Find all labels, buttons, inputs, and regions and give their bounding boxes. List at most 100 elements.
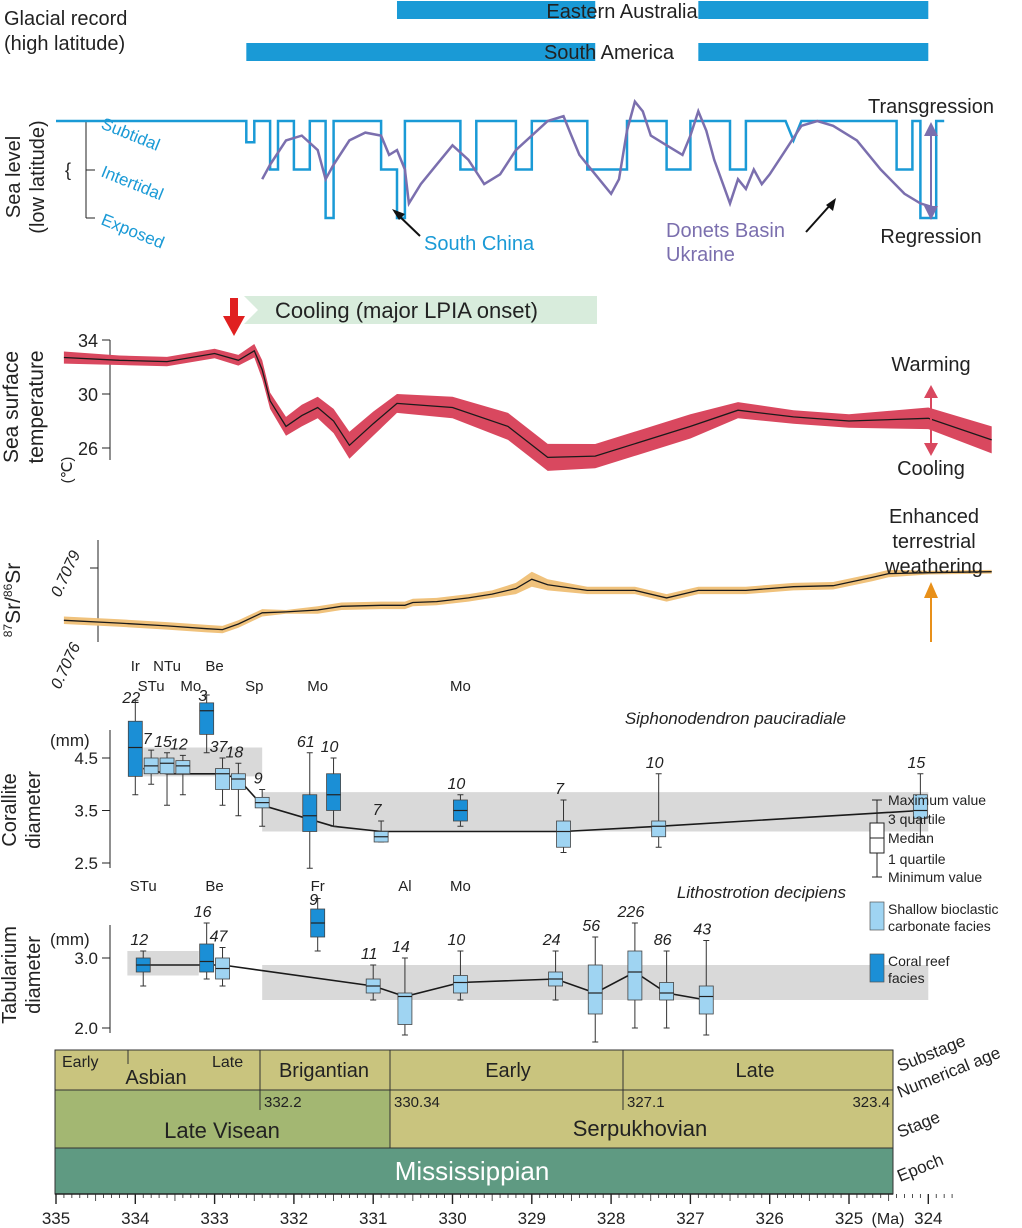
cooling-banner-bg bbox=[244, 296, 597, 324]
cor-box-body-2 bbox=[159, 757, 175, 775]
cor-box-n-7: 9 bbox=[254, 771, 263, 788]
legend-q3: 3 quartile bbox=[888, 811, 946, 827]
tab-box-body-6 bbox=[453, 975, 468, 994]
cor-site-upper-2: Be bbox=[205, 658, 223, 675]
cooling-arrowhead bbox=[924, 443, 938, 456]
cor-box-7: 9 bbox=[254, 771, 270, 827]
cor-box-3: 12 bbox=[170, 736, 191, 796]
tabularium-species: Lithostrotion decipiens bbox=[677, 883, 847, 902]
tab-box-body-5 bbox=[397, 992, 413, 1025]
cor-box-body-8 bbox=[302, 794, 318, 832]
tab-box-11: 43 bbox=[693, 922, 714, 1036]
substage-row bbox=[54, 1049, 894, 1091]
sr-sup1: 87 bbox=[1, 624, 15, 638]
tab-box-n-5: 14 bbox=[392, 939, 410, 956]
weathering-label-line3: weathering bbox=[884, 556, 983, 578]
sst-panel: Cooling (major LPIA onset) Sea surface t… bbox=[0, 296, 992, 483]
sea-level-ylabel-line1: Sea level bbox=[3, 136, 25, 218]
cor-box-n-14: 15 bbox=[907, 755, 925, 772]
glacial-bar-eastern-australia-0 bbox=[396, 1, 596, 19]
cor-box-body-5 bbox=[215, 768, 230, 790]
tab-box-3: 9 bbox=[309, 892, 326, 952]
stage-serpukhovian: Serpukhovian bbox=[573, 1116, 708, 1141]
glacial-bar-south-america-1 bbox=[698, 43, 929, 61]
cor-tick-label-1: 3.5 bbox=[74, 802, 98, 821]
tabularium-ylabel-line1: Tabularium bbox=[0, 926, 21, 1024]
cor-box-n-3: 12 bbox=[170, 736, 188, 753]
tab-box-body-10 bbox=[659, 982, 675, 1001]
cor-box-10: 7 bbox=[373, 802, 389, 843]
legend-shallow-swatch bbox=[869, 901, 885, 931]
cor-box-n-13: 10 bbox=[646, 755, 664, 772]
cor-box-11: 10 bbox=[448, 776, 468, 827]
tab-box-n-1: 16 bbox=[194, 904, 212, 921]
cor-tick-label-0: 2.5 bbox=[74, 854, 98, 873]
strontium-axis: 0.7076 0.7079 bbox=[48, 540, 99, 692]
cor-site-upper-1: NTu bbox=[153, 658, 181, 675]
cor-box-body-3 bbox=[175, 760, 191, 775]
sst-tick-label-30: 30 bbox=[78, 385, 98, 405]
epoch-row bbox=[54, 1147, 894, 1195]
tabularium-axis: 2.0 3.0 bbox=[74, 925, 111, 1038]
sst-axis: 26 30 34 bbox=[78, 331, 111, 460]
tab-box-n-4: 11 bbox=[361, 946, 378, 963]
glacial-panel: Glacial record (high latitude) Eastern A… bbox=[4, 1, 929, 64]
strontium-curve bbox=[63, 571, 992, 631]
transgression-label: Transgression bbox=[868, 96, 994, 118]
strontium-ylabel: 87Sr/86Sr bbox=[1, 563, 25, 638]
cor-box-body-0 bbox=[127, 720, 143, 777]
cor-box-n-2: 15 bbox=[154, 734, 172, 751]
sst-ylabel-line1: Sea surface bbox=[0, 351, 23, 463]
sr-sup2: 86 bbox=[1, 583, 15, 597]
cor-box-9: 10 bbox=[321, 739, 341, 827]
tabularium-sites: STu Be Fr Al Mo bbox=[130, 878, 471, 895]
corallite-unit: (mm) bbox=[50, 731, 90, 750]
weathering-label-line2: terrestrial bbox=[892, 531, 975, 553]
cor-tick-label-2: 4.5 bbox=[74, 749, 98, 768]
tab-tick-label-0: 2.0 bbox=[74, 1019, 98, 1038]
timescale: Early Asbian Late Brigantian Early Late … bbox=[42, 1031, 1003, 1228]
tab-box-7: 24 bbox=[542, 932, 563, 1001]
tab-box-body-11 bbox=[698, 985, 714, 1015]
south-china-sea-level-curve bbox=[56, 119, 945, 220]
legend-min: Minimum value bbox=[888, 869, 982, 885]
tab-box-2: 47 bbox=[210, 929, 230, 987]
late-visean-cell bbox=[54, 1089, 391, 1149]
sr-tick-label-0: 0.7076 bbox=[48, 640, 84, 692]
cooling-label: Cooling bbox=[897, 458, 965, 480]
numerical-332-2: 332.2 bbox=[264, 1094, 302, 1111]
substage-serp-late: Late bbox=[736, 1060, 775, 1082]
sea-level-ylabel-brace: { bbox=[65, 160, 71, 180]
cor-box-4: 3 bbox=[198, 688, 215, 754]
x-tick-label-324: 324 bbox=[914, 1209, 942, 1228]
corallite-bands bbox=[143, 747, 929, 832]
sr-end: Sr bbox=[2, 563, 25, 584]
right-label-stage: Stage bbox=[894, 1107, 942, 1141]
tab-box-n-3: 9 bbox=[309, 892, 318, 909]
cor-box-12: 7 bbox=[555, 781, 571, 853]
level-exposed: Exposed bbox=[99, 210, 167, 252]
cor-mean-band-1 bbox=[262, 792, 929, 832]
cor-box-6: 18 bbox=[225, 744, 246, 817]
right-label-epoch: Epoch bbox=[894, 1150, 946, 1186]
level-intertidal: Intertidal bbox=[99, 162, 167, 204]
lpia-onset-arrowhead bbox=[223, 316, 245, 336]
tab-site-single-1: Be bbox=[205, 878, 223, 895]
cor-box-2: 15 bbox=[154, 734, 175, 806]
regression-label: Regression bbox=[880, 226, 981, 248]
tabularium-trend-line bbox=[143, 964, 707, 1001]
cooling-banner-text: Cooling (major LPIA onset) bbox=[275, 298, 538, 323]
cor-box-n-11: 10 bbox=[448, 776, 466, 793]
south-china-label: South China bbox=[424, 233, 535, 255]
corallite-ylabel-line2: diameter bbox=[23, 771, 45, 849]
substage-asbian-late: Late bbox=[212, 1054, 243, 1071]
weathering-arrowhead bbox=[924, 582, 938, 598]
tab-box-body-8 bbox=[587, 964, 603, 1015]
sr-tick-label-1: 0.7079 bbox=[48, 548, 84, 600]
sst-curve bbox=[63, 349, 992, 459]
sst-uncertainty-band bbox=[63, 344, 992, 471]
legend-median: Median bbox=[888, 830, 934, 846]
cor-box-n-0: 22 bbox=[121, 690, 140, 707]
x-tick-label-334: 334 bbox=[121, 1209, 149, 1228]
